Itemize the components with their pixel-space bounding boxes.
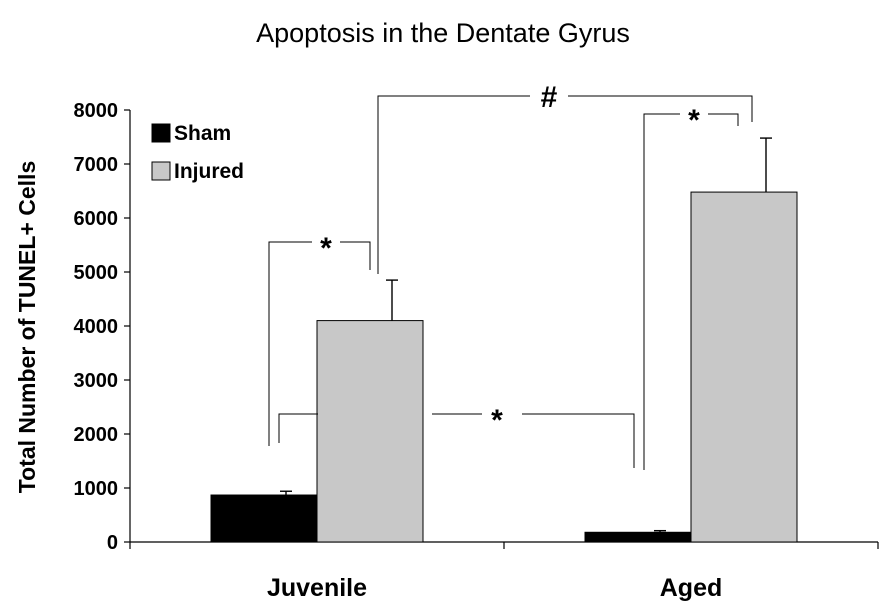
bracket-cross-right <box>522 413 635 468</box>
bar-sham-aged <box>584 531 692 543</box>
y-axis-ticks: 0 1000 2000 3000 4000 5000 6000 7000 8000 <box>74 100 130 554</box>
y-tick-label: 3000 <box>74 370 119 392</box>
y-tick-label: 6000 <box>74 208 119 230</box>
bracket-juvenile-right <box>340 241 371 270</box>
sig-marker-juvenile: * <box>320 232 332 265</box>
sig-marker-hash: # <box>541 81 558 114</box>
chart-title: Apoptosis in the Dentate Gyrus <box>256 18 630 48</box>
category-label: Aged <box>660 574 723 602</box>
legend-swatch-sham <box>151 123 171 143</box>
sig-marker-cross: * <box>491 404 503 437</box>
x-axis-ticks <box>129 542 879 549</box>
legend-label-injured: Injured <box>174 160 244 183</box>
y-tick-label: 0 <box>107 532 118 554</box>
bracket-aged <box>643 113 680 470</box>
bracket-cross-left <box>278 413 318 443</box>
bracket-juvenile <box>268 241 312 446</box>
legend: Sham Injured <box>151 122 244 183</box>
y-tick-label: 1000 <box>74 478 119 500</box>
y-tick-label: 7000 <box>74 154 119 176</box>
bracket-hash-left <box>377 95 530 274</box>
error-bars <box>280 137 772 533</box>
bar-injured-aged <box>690 191 798 543</box>
legend-label-sham: Sham <box>174 122 231 145</box>
y-tick-label: 2000 <box>74 424 119 446</box>
y-tick-label: 4000 <box>74 316 119 338</box>
y-axis-label: Total Number of TUNEL+ Cells <box>14 161 40 493</box>
y-tick-label: 8000 <box>74 100 119 122</box>
y-tick-label: 5000 <box>74 262 119 284</box>
significance-brackets: * * * # <box>268 81 753 470</box>
legend-swatch-injured <box>151 161 171 181</box>
category-label: Juvenile <box>267 574 367 602</box>
bracket-aged-right <box>708 113 739 126</box>
bar-sham-juvenile <box>210 494 318 543</box>
bracket-hash-right <box>568 95 753 122</box>
bars <box>210 191 798 543</box>
bar-injured-juvenile <box>316 320 424 543</box>
sig-marker-aged: * <box>688 104 700 137</box>
category-labels: Juvenile Aged <box>267 574 722 602</box>
